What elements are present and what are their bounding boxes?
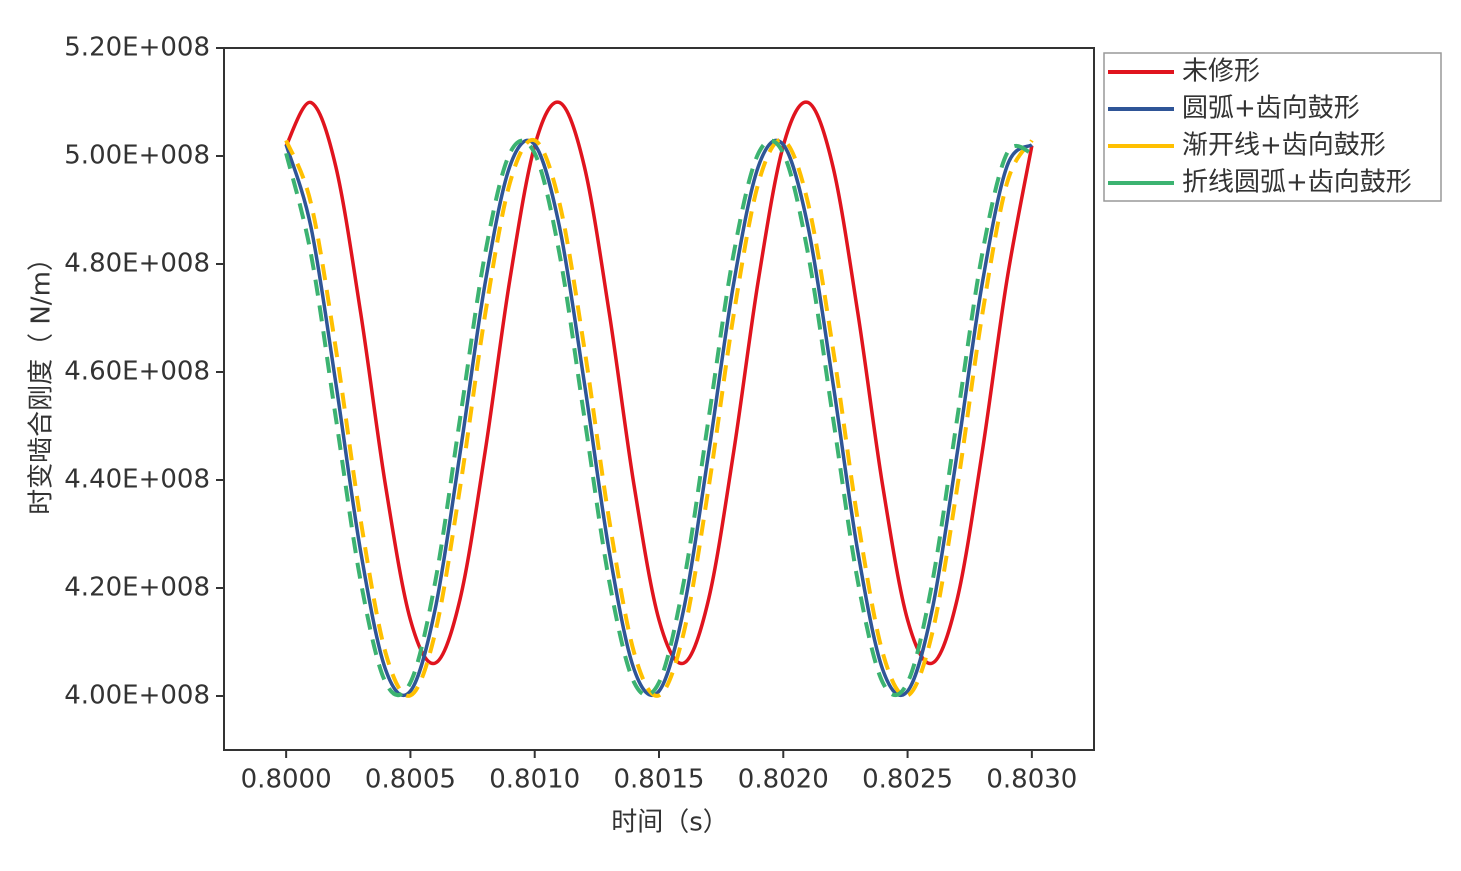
y-tick-label: 5.00E+008 xyxy=(64,141,210,171)
y-tick-label: 5.20E+008 xyxy=(64,33,210,63)
y-tick-label: 4.60E+008 xyxy=(64,357,210,387)
y-axis-title: 时变啮合刚度（ N/m） xyxy=(27,245,57,515)
series-line xyxy=(284,100,1034,666)
legend-label: 折线圆弧+齿向鼓形 xyxy=(1182,168,1412,198)
legend-label: 圆弧+齿向鼓形 xyxy=(1182,94,1360,124)
series-line xyxy=(284,138,1034,698)
series-line xyxy=(284,138,1033,698)
x-tick-label: 0.8005 xyxy=(365,765,456,795)
legend-label: 未修形 xyxy=(1182,57,1260,87)
y-tick-label: 4.80E+008 xyxy=(64,249,210,279)
x-axis-title: 时间（s） xyxy=(611,808,729,838)
legend-label: 渐开线+齿向鼓形 xyxy=(1182,131,1386,161)
x-tick-label: 0.8020 xyxy=(738,765,829,795)
x-tick-label: 0.8010 xyxy=(489,765,580,795)
y-tick-label: 4.20E+008 xyxy=(64,573,210,603)
x-tick-label: 0.8025 xyxy=(862,765,953,795)
y-tick-label: 4.40E+008 xyxy=(64,465,210,495)
x-tick-label: 0.8015 xyxy=(614,765,705,795)
x-tick-label: 0.8030 xyxy=(986,765,1077,795)
x-tick-label: 0.8000 xyxy=(241,765,332,795)
y-tick-label: 4.00E+008 xyxy=(64,681,210,711)
legend-box xyxy=(1103,52,1442,202)
series-line xyxy=(284,138,1034,698)
